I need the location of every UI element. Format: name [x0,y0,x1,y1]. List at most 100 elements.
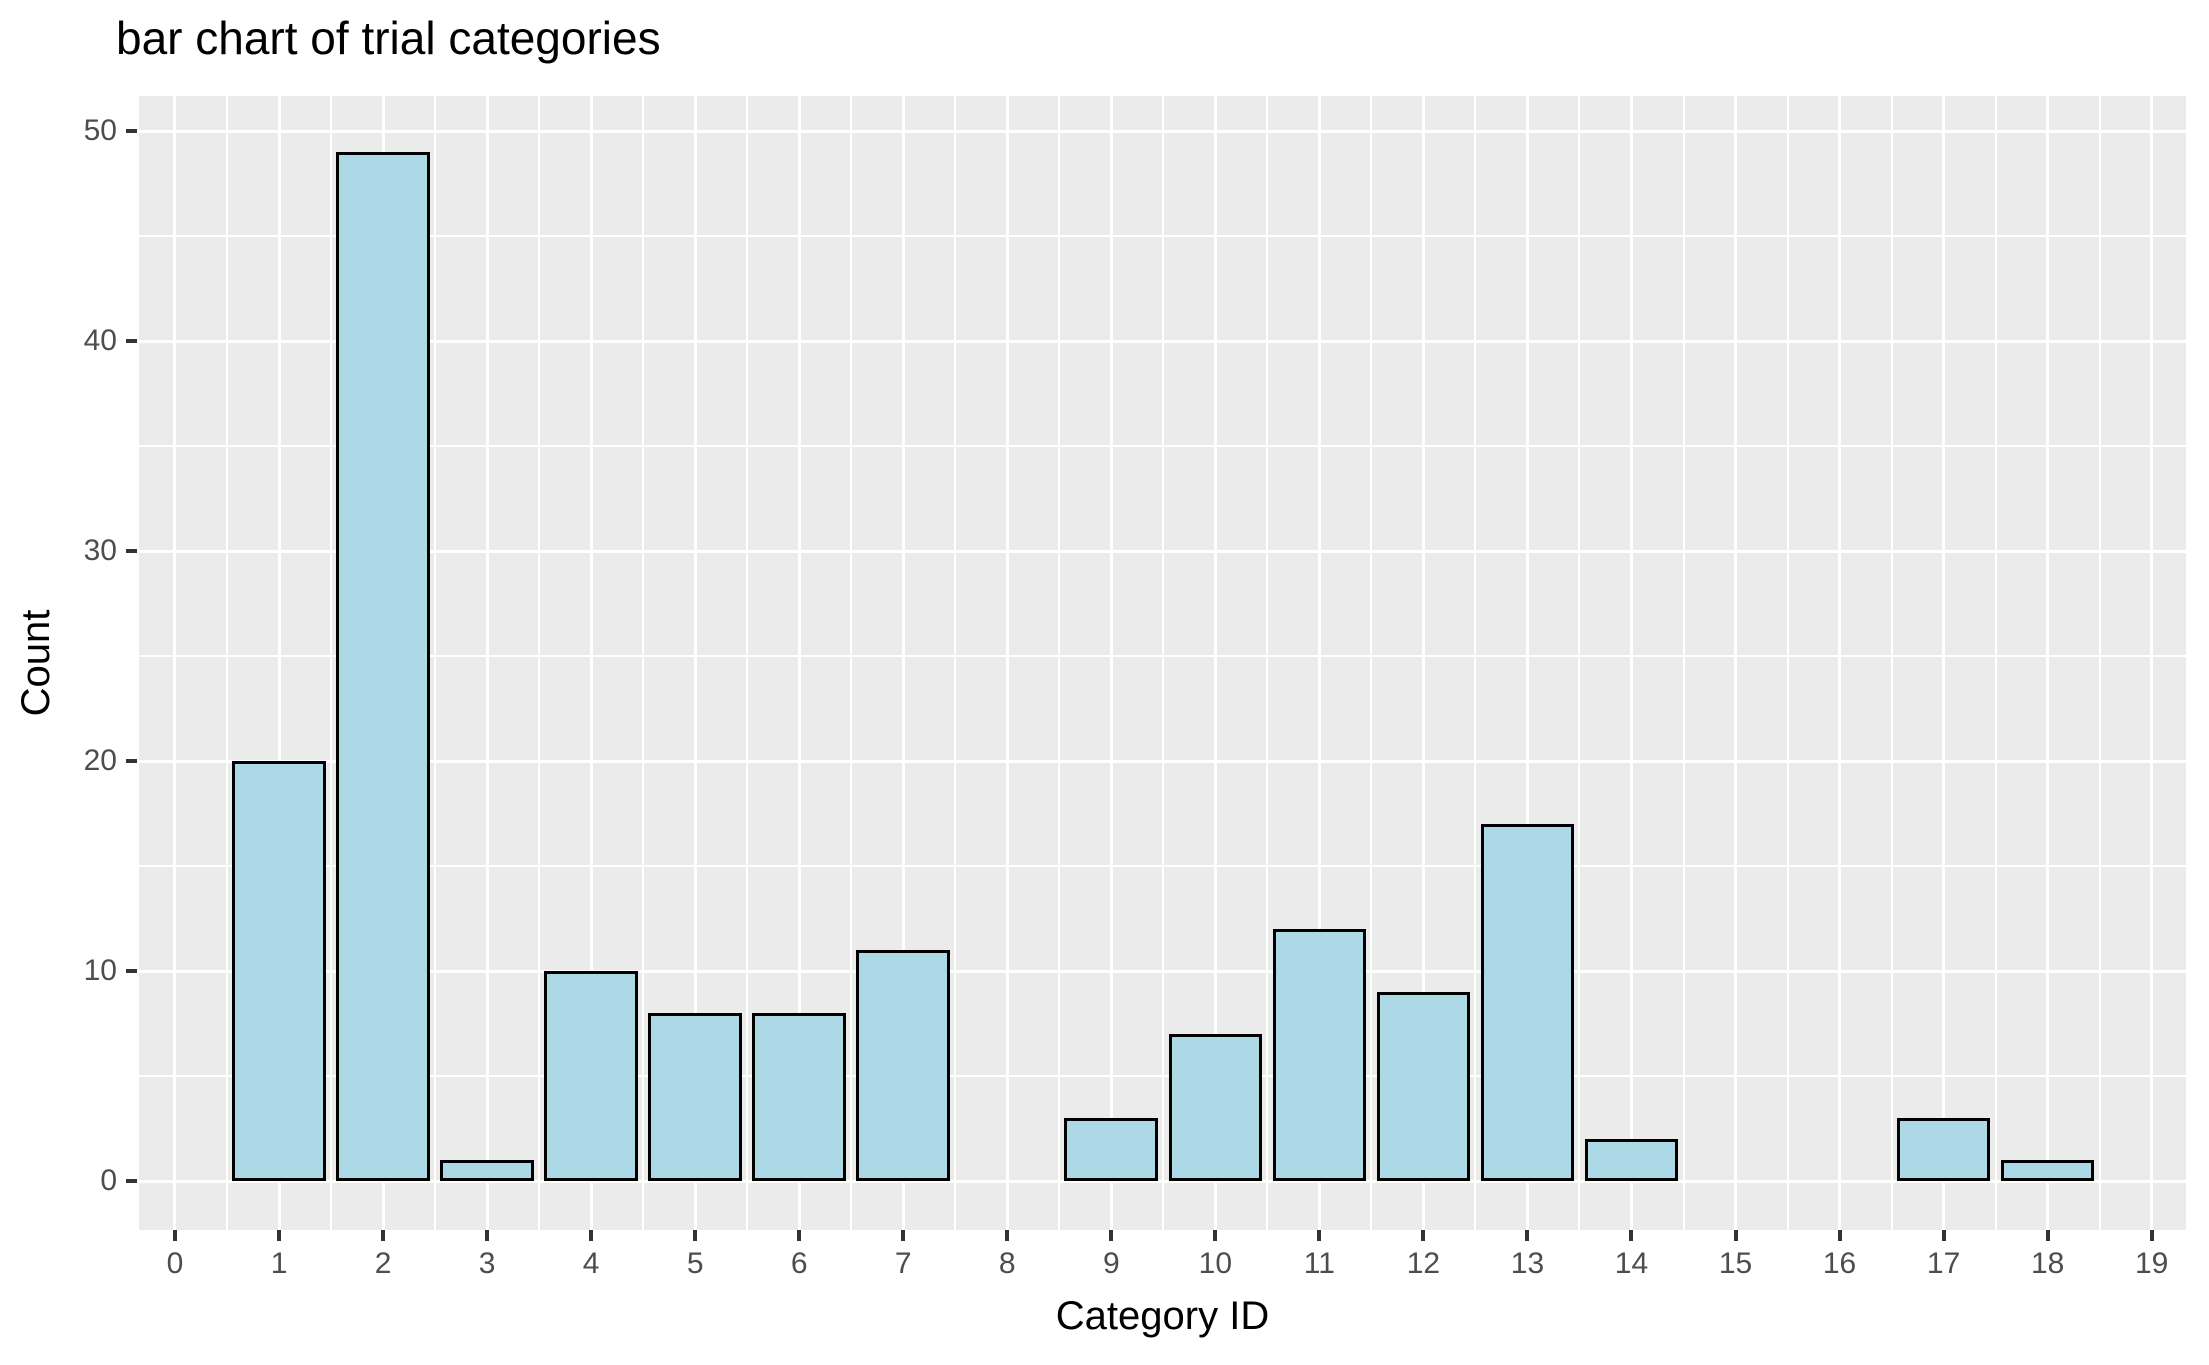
x-tick-mark [1317,1230,1322,1241]
y-tick-label: 10 [83,954,117,987]
x-minor-gridline [538,96,541,1230]
x-tick-label: 17 [1926,1247,1961,1280]
plot-panel [139,96,2186,1230]
x-minor-gridline [226,96,228,1230]
y-major-gridline [139,759,2186,763]
x-major-gridline [1421,96,1425,1230]
x-tick-label: 2 [374,1247,392,1280]
x-major-gridline [1525,96,1529,1230]
y-tick-label: 30 [83,534,117,567]
y-major-gridline [139,129,2186,133]
x-tick-mark [901,1230,906,1241]
x-minor-gridline [954,96,957,1230]
x-tick-mark [1941,1230,1946,1241]
x-major-gridline [1734,96,1738,1230]
x-major-gridline [2150,96,2154,1230]
bar-category-18 [2000,1160,2095,1181]
x-tick-mark [1421,1230,1426,1241]
x-tick-label: 8 [998,1247,1016,1280]
x-minor-gridline [642,96,645,1230]
x-major-gridline [901,96,905,1230]
x-tick-label: 0 [166,1247,184,1280]
x-axis-title: Category ID [1055,1294,1270,1338]
x-tick-mark [1109,1230,1114,1241]
x-major-gridline [1109,96,1113,1230]
y-tick-label: 50 [83,114,117,147]
x-minor-gridline [1786,96,1789,1230]
x-tick-label: 16 [1822,1247,1857,1280]
x-major-gridline [693,96,697,1230]
x-tick-label: 1 [270,1247,288,1280]
x-tick-mark [172,1230,177,1241]
x-tick-mark [485,1230,490,1241]
x-tick-mark [2045,1230,2050,1241]
x-major-gridline [173,96,177,1230]
x-tick-label: 19 [2134,1247,2169,1280]
x-tick-label: 10 [1198,1247,1233,1280]
x-tick-mark [2149,1230,2154,1241]
x-minor-gridline [746,96,749,1230]
bar-category-12 [1376,992,1471,1181]
bar-category-11 [1272,929,1367,1181]
x-tick-mark [1213,1230,1218,1241]
y-tick-mark [126,759,137,763]
y-tick-label: 0 [100,1164,117,1197]
y-major-gridline [139,1179,2186,1183]
bar-category-6 [752,1013,847,1181]
x-tick-label: 3 [478,1247,496,1280]
x-tick-label: 12 [1406,1247,1441,1280]
y-major-gridline [139,969,2186,973]
x-tick-mark [589,1230,594,1241]
x-minor-gridline [1474,96,1477,1230]
x-tick-label: 11 [1303,1247,1335,1280]
x-major-gridline [1317,96,1321,1230]
bar-category-10 [1168,1034,1263,1181]
bar-category-7 [856,950,951,1181]
bar-category-1 [232,761,326,1181]
x-tick-mark [1525,1230,1530,1241]
x-major-gridline [1942,96,1946,1230]
x-tick-label: 4 [582,1247,600,1280]
x-tick-mark [1005,1230,1010,1241]
x-tick-label: 9 [1102,1247,1120,1280]
x-tick-mark [797,1230,802,1241]
x-tick-mark [277,1230,282,1241]
x-tick-mark [1837,1230,1842,1241]
y-tick-mark [126,339,137,343]
x-minor-gridline [1578,96,1581,1230]
x-minor-gridline [1058,96,1061,1230]
x-minor-gridline [1890,96,1893,1230]
x-tick-label: 14 [1614,1247,1649,1280]
bar-category-5 [648,1013,742,1181]
y-major-gridline [139,339,2186,343]
x-tick-label: 13 [1510,1247,1545,1280]
x-tick-mark [1629,1230,1634,1241]
x-minor-gridline [1370,96,1373,1230]
x-major-gridline [1629,96,1633,1230]
y-tick-mark [126,1179,137,1183]
x-major-gridline [589,96,593,1230]
x-major-gridline [1838,96,1842,1230]
x-tick-mark [693,1230,698,1241]
x-tick-label: 18 [2030,1247,2065,1280]
x-minor-gridline [434,96,437,1230]
x-tick-label: 15 [1718,1247,1753,1280]
chart-title: bar chart of trial categories [116,12,661,64]
bar-category-13 [1480,824,1575,1181]
bar-category-2 [336,152,430,1181]
x-major-gridline [1213,96,1217,1230]
y-tick-label: 20 [83,744,117,777]
x-minor-gridline [330,96,333,1230]
bar-category-3 [440,1160,534,1181]
x-minor-gridline [1994,96,1997,1230]
x-major-gridline [1005,96,1009,1230]
x-minor-gridline [850,96,853,1230]
bar-category-17 [1896,1118,1991,1181]
x-tick-mark [381,1230,386,1241]
y-major-gridline [139,549,2186,553]
x-major-gridline [797,96,801,1230]
x-major-gridline [2046,96,2050,1230]
y-tick-mark [126,129,137,133]
bar-category-14 [1584,1139,1679,1181]
x-minor-gridline [1682,96,1685,1230]
